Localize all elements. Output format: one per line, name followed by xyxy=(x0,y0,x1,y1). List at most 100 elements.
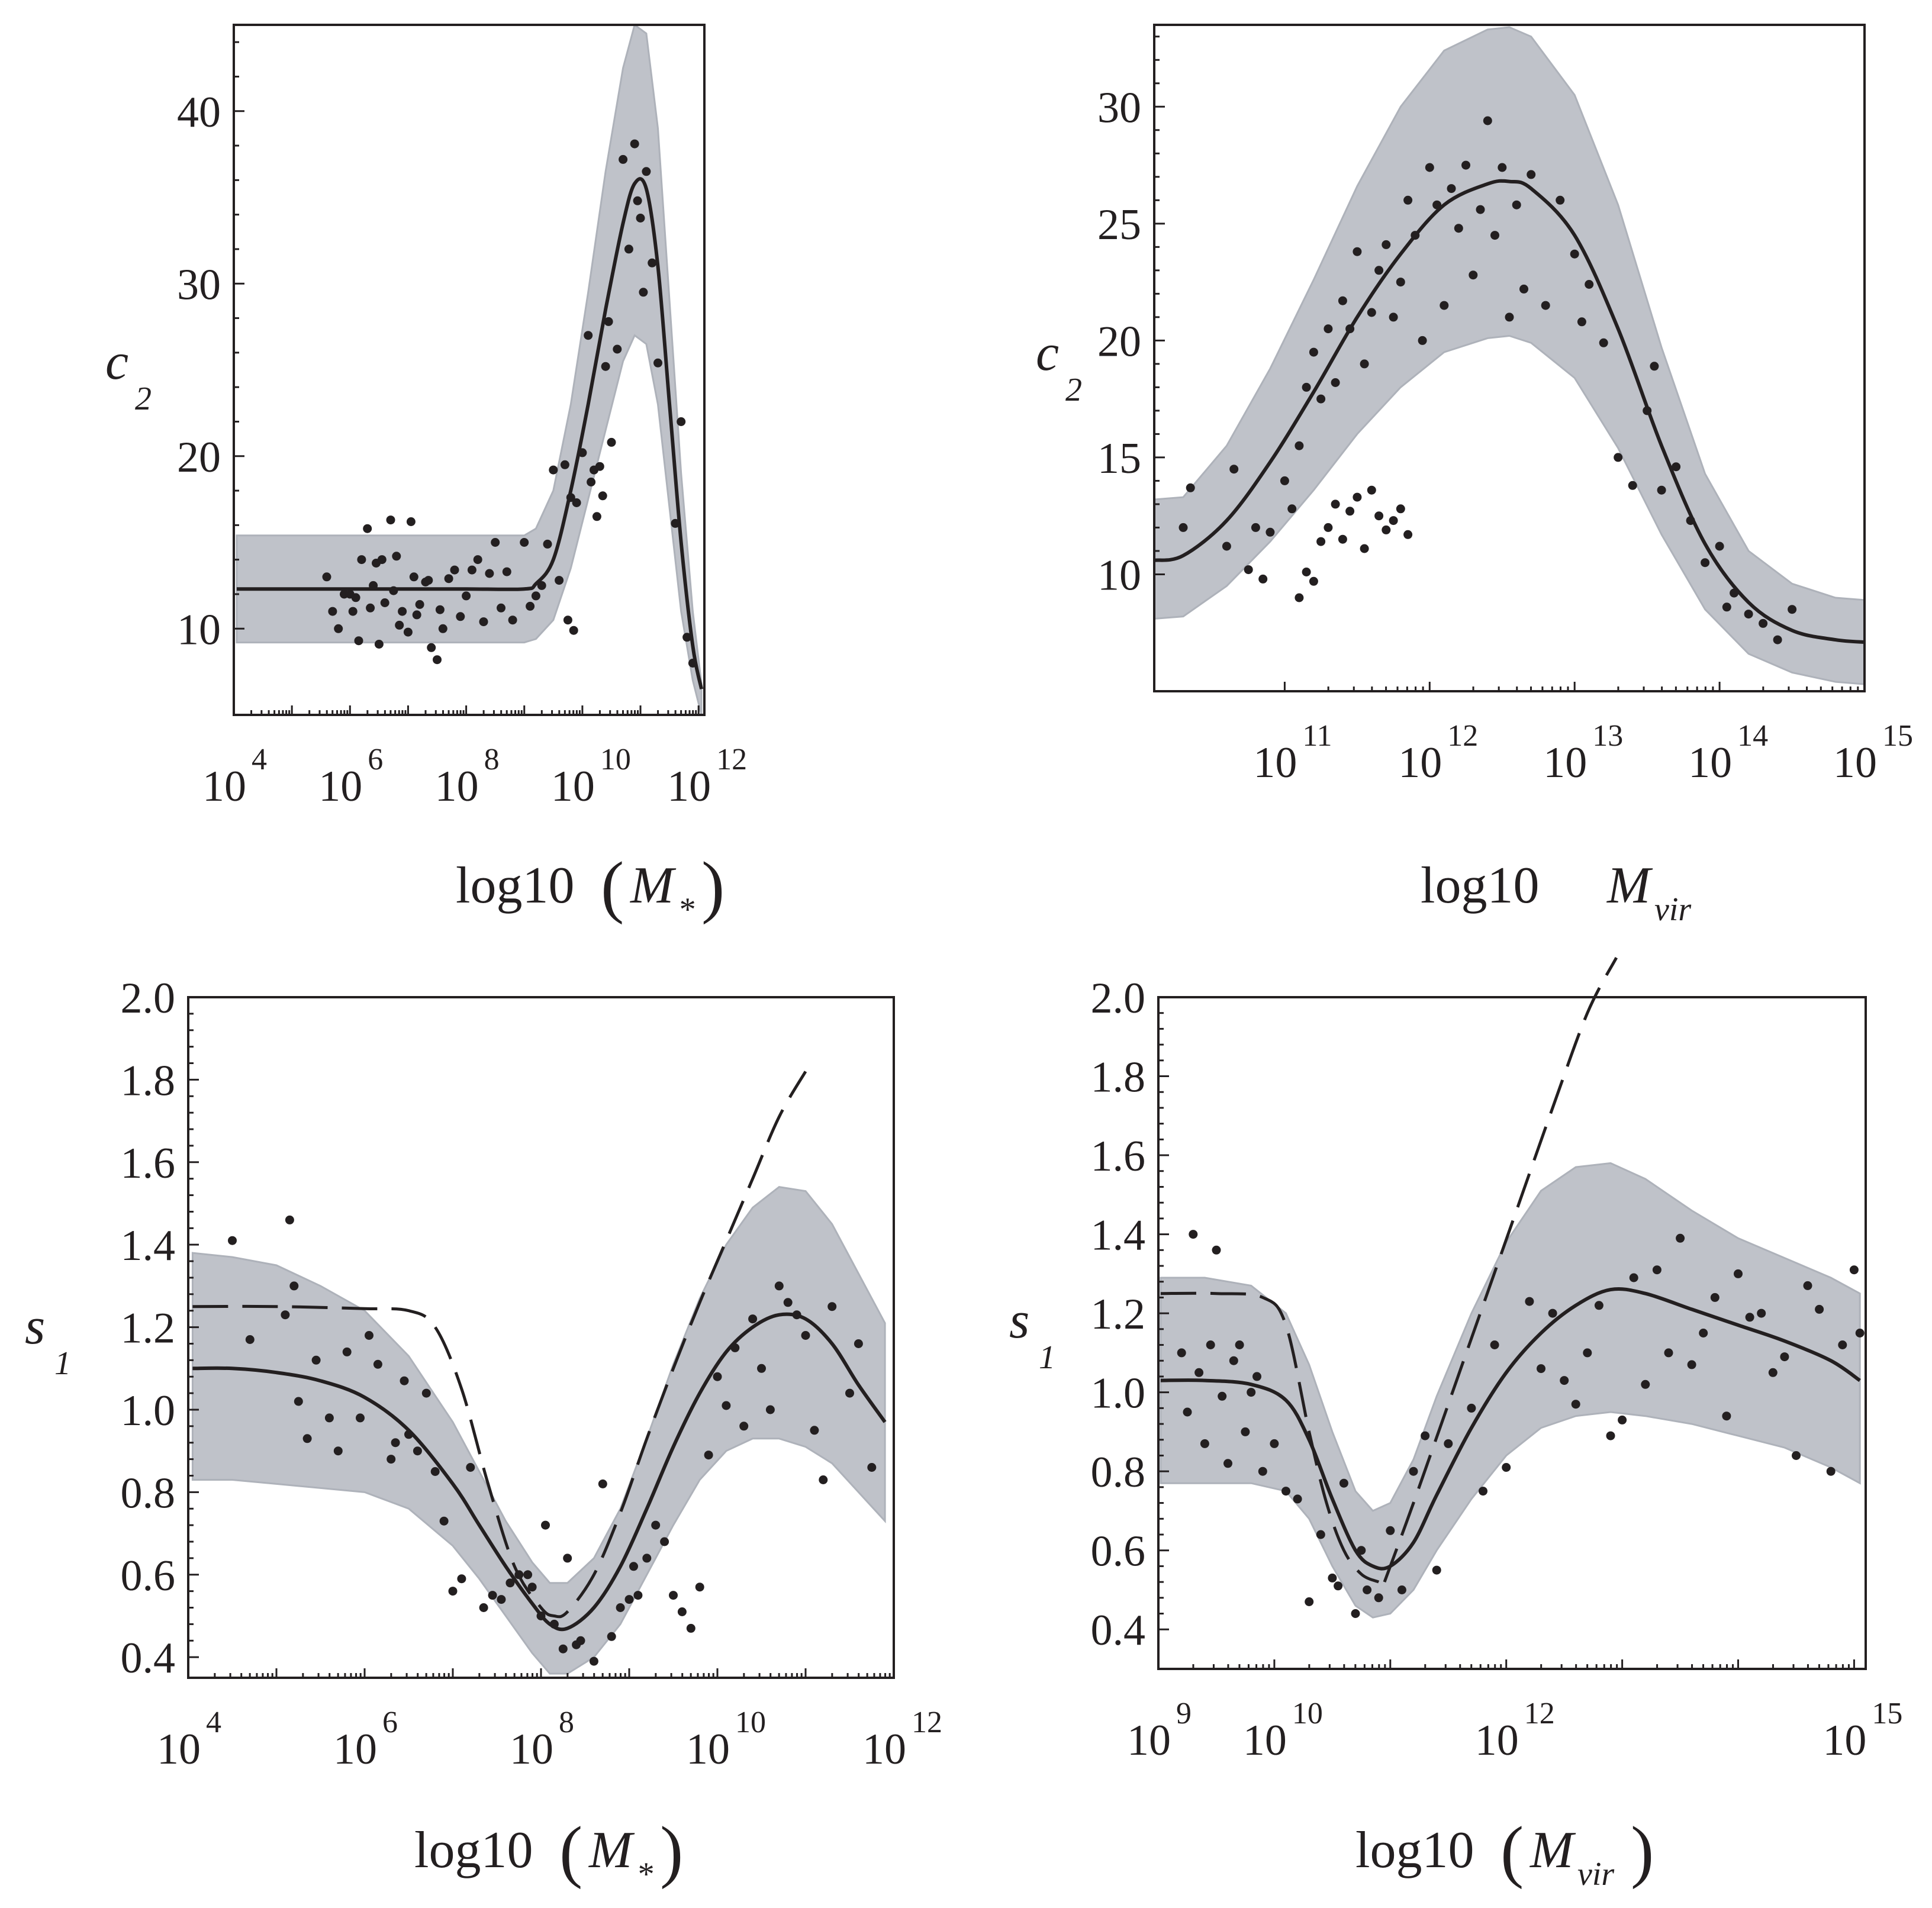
data-point xyxy=(566,493,575,502)
data-point xyxy=(1641,1380,1650,1389)
data-point xyxy=(1803,1281,1812,1290)
y-axis-label-subscript: 1 xyxy=(54,1345,71,1382)
data-point xyxy=(1302,382,1311,392)
x-tick-exponent: 14 xyxy=(1737,719,1768,753)
data-point xyxy=(1212,1245,1221,1255)
data-point xyxy=(1512,200,1521,210)
data-point xyxy=(543,539,552,549)
data-point xyxy=(333,1446,343,1456)
data-point xyxy=(427,643,436,652)
data-point xyxy=(289,1281,299,1291)
data-point xyxy=(1186,483,1195,492)
data-point xyxy=(380,598,389,607)
data-point xyxy=(1266,527,1275,537)
data-point xyxy=(1699,1329,1708,1337)
data-point xyxy=(395,620,404,630)
data-point xyxy=(1650,362,1659,371)
data-point xyxy=(450,565,459,575)
data-point xyxy=(1672,462,1681,472)
data-point xyxy=(439,1516,449,1526)
data-point xyxy=(1447,184,1456,194)
data-point xyxy=(1316,537,1326,546)
data-point xyxy=(391,1438,400,1448)
data-point xyxy=(560,460,569,469)
dashed-model-curve-dashed_right xyxy=(1383,957,1618,1583)
data-point xyxy=(1324,324,1333,334)
x-tick-exponent: 15 xyxy=(1872,1697,1902,1730)
data-point xyxy=(1664,1348,1673,1358)
data-point xyxy=(1525,1297,1534,1306)
data-point xyxy=(598,1479,607,1488)
data-point xyxy=(389,586,398,595)
data-point xyxy=(739,1422,749,1431)
confidence-band xyxy=(236,25,703,715)
x-tick-exponent: 4 xyxy=(252,743,267,776)
data-point xyxy=(1353,247,1362,256)
x-axis-label: log10 xyxy=(1355,1822,1474,1879)
data-point xyxy=(1594,1301,1603,1310)
data-point xyxy=(1657,485,1666,495)
x-tick-base: 10 xyxy=(1822,1716,1866,1765)
data-point xyxy=(357,555,366,565)
data-point xyxy=(1676,1233,1685,1243)
data-point xyxy=(765,1405,775,1414)
data-point xyxy=(1258,574,1268,584)
data-point xyxy=(558,1644,568,1654)
data-point xyxy=(651,1520,661,1530)
y-tick-label: 10 xyxy=(1097,551,1141,600)
data-point xyxy=(636,214,645,223)
data-point xyxy=(1353,492,1362,502)
data-point xyxy=(1389,516,1398,526)
close-paren: ) xyxy=(701,847,724,925)
data-point xyxy=(351,593,360,602)
data-point xyxy=(398,607,407,616)
x-tick-base: 10 xyxy=(551,762,595,811)
data-point xyxy=(1178,523,1188,532)
x-axis-symbol-subscript: * xyxy=(636,1856,653,1893)
data-point xyxy=(748,1314,758,1324)
data-point xyxy=(1338,296,1347,305)
data-point xyxy=(1351,1609,1360,1618)
x-tick-base: 10 xyxy=(1688,739,1732,787)
data-point xyxy=(444,574,453,584)
data-point xyxy=(1421,1431,1430,1440)
data-point xyxy=(413,1446,422,1456)
data-point xyxy=(415,600,424,609)
data-point xyxy=(639,288,648,297)
data-point xyxy=(311,1355,321,1365)
data-point xyxy=(1338,534,1347,544)
data-point xyxy=(1177,1348,1186,1358)
y-tick-label: 10 xyxy=(177,605,221,654)
data-point xyxy=(1241,1427,1250,1436)
dashed-model-curve-dashed_left xyxy=(1160,1291,1380,1584)
data-point xyxy=(322,572,331,582)
data-point xyxy=(1302,568,1311,576)
data-point xyxy=(584,331,593,340)
data-point xyxy=(1541,301,1550,310)
data-point xyxy=(531,591,540,601)
y-axis-label-subscript: 2 xyxy=(135,381,152,417)
data-point xyxy=(774,1281,784,1291)
chart-panel-s1_vs_mvir: 0.40.60.81.01.21.41.61.82.01091010101210… xyxy=(1009,957,1902,1893)
data-point xyxy=(485,569,494,578)
data-point xyxy=(1382,525,1391,534)
data-point xyxy=(592,512,601,521)
data-point xyxy=(1730,588,1739,598)
data-point xyxy=(1305,1597,1314,1606)
x-axis-symbol-subscript: vir xyxy=(1577,1856,1614,1893)
data-point xyxy=(1652,1265,1661,1275)
data-point xyxy=(653,358,662,368)
data-point xyxy=(520,538,529,547)
data-point xyxy=(677,1607,687,1616)
data-point xyxy=(1331,378,1340,387)
data-point xyxy=(1324,523,1333,532)
x-tick-base: 10 xyxy=(667,762,711,811)
data-point xyxy=(363,524,372,533)
y-tick-label: 0.6 xyxy=(121,1552,176,1600)
y-tick-label: 2.0 xyxy=(121,974,176,1023)
data-point xyxy=(497,603,505,613)
y-tick-label: 0.8 xyxy=(1091,1448,1146,1497)
data-point xyxy=(1537,1364,1545,1374)
